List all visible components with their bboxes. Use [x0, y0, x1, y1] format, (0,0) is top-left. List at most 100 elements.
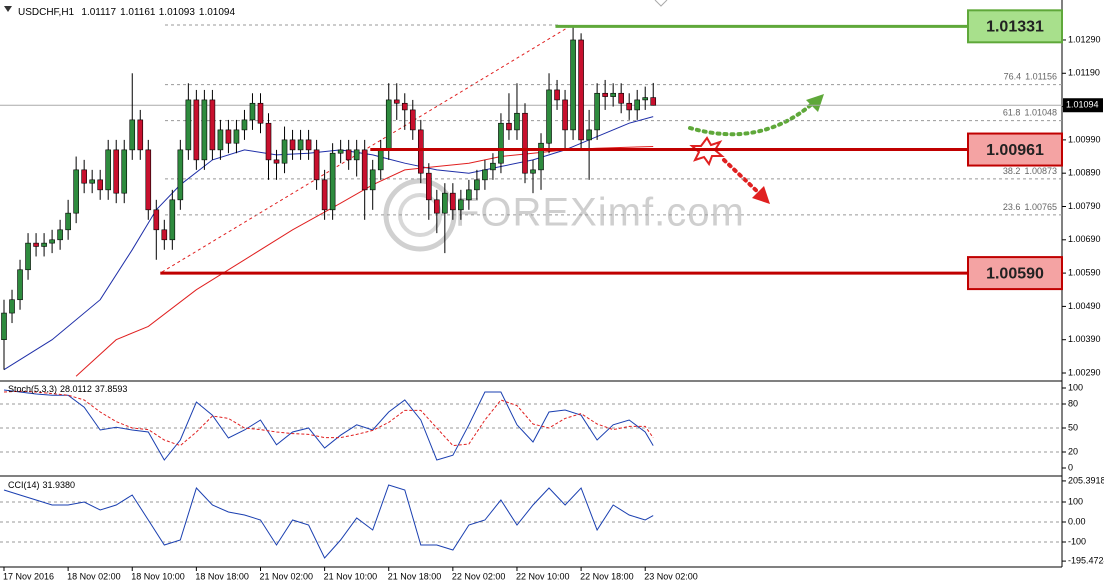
- x-tick-label: 17 Nov 2016: [3, 571, 54, 581]
- x-tick-label: 18 Nov 02:00: [67, 571, 121, 581]
- candle-body: [273, 159, 280, 164]
- candle-body: [361, 149, 368, 191]
- fib-label: 23.6 1.00765: [1003, 202, 1057, 212]
- chart-title: USDCHF,H1: [18, 7, 75, 18]
- x-tick-label: 22 Nov 18:00: [580, 571, 634, 581]
- candle-body: [353, 149, 360, 161]
- candle-body: [49, 239, 55, 244]
- fib-level: 38.2: [1003, 166, 1021, 176]
- candle-body: [594, 92, 600, 131]
- candle-body: [642, 97, 649, 101]
- fib-label: 76.4 1.01156: [1004, 72, 1057, 82]
- candle-body: [217, 129, 224, 151]
- y-tick-label: -100: [1068, 536, 1086, 546]
- cci-line: [3, 484, 654, 559]
- candle-body: [626, 102, 632, 111]
- fib-level: 23.6: [1003, 202, 1021, 212]
- stoch-d-value: 37.8593: [95, 384, 128, 394]
- fib-price: 1.01156: [1025, 72, 1057, 82]
- candle-body: [377, 149, 384, 171]
- y-tick-label: 0: [1068, 462, 1073, 472]
- candle-body: [265, 122, 272, 161]
- candle-body: [281, 139, 288, 164]
- x-tick-label: 22 Nov 10:00: [516, 571, 570, 581]
- candle-body: [313, 149, 320, 181]
- candle-body: [458, 199, 464, 211]
- level-box: [967, 132, 1063, 167]
- y-tick-label: 1.00790: [1068, 201, 1101, 211]
- candle-body: [9, 299, 15, 314]
- candle-body: [73, 169, 79, 214]
- y-tick-label: 0.00: [1068, 516, 1086, 526]
- candle-body: [257, 102, 264, 124]
- candle-body: [530, 169, 536, 174]
- fib-price: 1.00873: [1024, 166, 1057, 176]
- menu-icon[interactable]: [4, 6, 12, 12]
- candle-body: [466, 189, 472, 201]
- candle-body: [193, 99, 200, 161]
- stoch-k-line: [3, 389, 654, 461]
- y-tick-label: 1.01190: [1068, 68, 1100, 78]
- header-low: 1.01093: [159, 7, 196, 18]
- candle-body: [385, 99, 392, 151]
- candle-body: [81, 169, 87, 184]
- y-tick-label: 1.00390: [1068, 334, 1101, 344]
- level-box: [967, 256, 1063, 291]
- fib-label: 61.8 1.01048: [1003, 108, 1057, 118]
- candle-body: [137, 119, 144, 151]
- y-tick-label: 20: [1068, 446, 1078, 456]
- candle-body: [369, 169, 376, 191]
- x-tick-label: 23 Nov 02:00: [644, 571, 698, 581]
- fib-label: 38.2 1.00873: [1003, 166, 1057, 176]
- candle-body: [25, 242, 31, 271]
- fib-level: 61.8: [1003, 108, 1021, 118]
- watermark: FOREXimf.com: [455, 191, 745, 235]
- current-price-label: 1.01094: [1066, 100, 1099, 110]
- candle-body: [498, 122, 504, 164]
- candle-body: [650, 97, 657, 106]
- candle-body: [602, 92, 608, 97]
- candle-body: [113, 149, 120, 194]
- y-tick-label: 100: [1068, 382, 1083, 392]
- bullish-arrowhead: [806, 94, 824, 112]
- candle-body: [233, 129, 240, 144]
- candle-body: [17, 269, 23, 301]
- candle-body: [145, 149, 152, 211]
- candle-body: [57, 229, 63, 241]
- y-tick-label: 1.00490: [1068, 301, 1101, 311]
- x-tick-label: 21 Nov 10:00: [324, 571, 378, 581]
- candle-body: [329, 152, 336, 211]
- cci-value: 31.9380: [43, 480, 76, 490]
- y-tick-label: 1.00990: [1068, 134, 1101, 144]
- candle-body: [434, 199, 440, 214]
- candle-body: [1, 312, 7, 341]
- bearish-arrowhead: [752, 186, 770, 204]
- candle-body: [297, 139, 304, 151]
- y-tick-label: 1.00590: [1068, 267, 1101, 277]
- candle-body: [570, 39, 576, 131]
- header-high: 1.01161: [120, 7, 156, 18]
- candle-body: [241, 119, 248, 131]
- x-tick-label: 18 Nov 10:00: [131, 571, 185, 581]
- fib-price: 1.01048: [1024, 108, 1057, 118]
- candle-body: [153, 209, 160, 231]
- candle-body: [474, 179, 480, 191]
- y-tick-label: 50: [1068, 422, 1078, 432]
- candle-body: [121, 149, 128, 194]
- candle-body: [209, 99, 216, 151]
- candle-body: [586, 129, 592, 141]
- candle-body: [514, 112, 520, 131]
- candle-body: [426, 172, 432, 201]
- bullish-arrow: [688, 102, 814, 137]
- candle-body: [562, 99, 568, 131]
- candle-body: [89, 179, 95, 184]
- candle-body: [337, 149, 344, 154]
- level-label: 1.00961: [986, 142, 1044, 159]
- candle-body: [185, 99, 192, 151]
- candle-body: [401, 102, 408, 111]
- cci-name: CCI(14): [8, 480, 40, 490]
- candle-body: [506, 122, 512, 131]
- bearish-arrow: [722, 158, 762, 196]
- header-close: 1.01094: [199, 7, 236, 18]
